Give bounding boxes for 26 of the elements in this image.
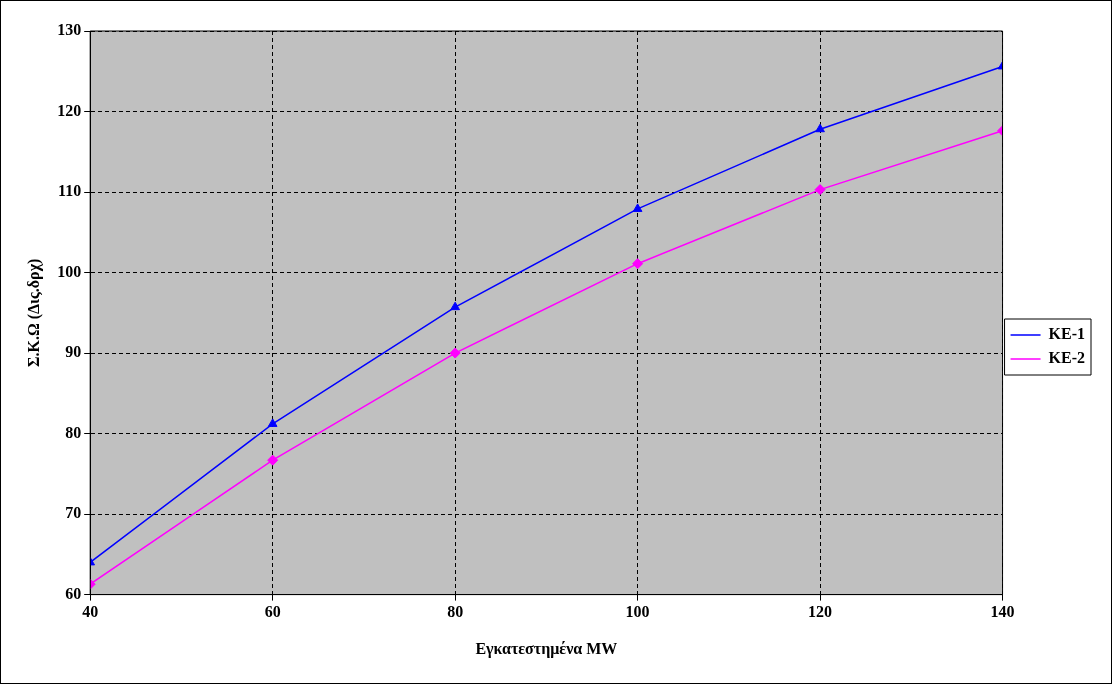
x-tick-label: 40	[82, 603, 99, 621]
point	[267, 454, 279, 466]
legend-label: KE-2	[1048, 349, 1086, 367]
point	[632, 203, 643, 212]
y-tick-label: 90	[65, 343, 82, 361]
y-tick-label: 120	[57, 101, 82, 119]
point	[814, 184, 826, 196]
x-tick-label: 80	[447, 603, 464, 621]
y-axis-title: Σ.Κ.Ω (Δις.δρχ)	[24, 258, 43, 367]
x-axis-title: Εγκατεστημένα MW	[475, 639, 618, 658]
point	[632, 258, 644, 270]
legend-label: KE-1	[1048, 325, 1086, 343]
y-tick-label: 130	[57, 21, 82, 39]
x-tick-label: 100	[625, 603, 650, 621]
x-tick-label: 120	[808, 603, 833, 621]
point	[449, 347, 461, 359]
x-tick-label: 140	[990, 603, 1015, 621]
point	[267, 418, 278, 427]
y-tick-label: 60	[65, 584, 82, 602]
y-tick-label: 110	[58, 182, 82, 200]
y-tick-label: 80	[65, 423, 82, 441]
point	[815, 123, 825, 133]
y-tick-label: 100	[57, 262, 82, 280]
x-tick-label: 60	[264, 603, 281, 621]
point	[450, 301, 460, 311]
y-tick-label: 70	[65, 504, 82, 522]
